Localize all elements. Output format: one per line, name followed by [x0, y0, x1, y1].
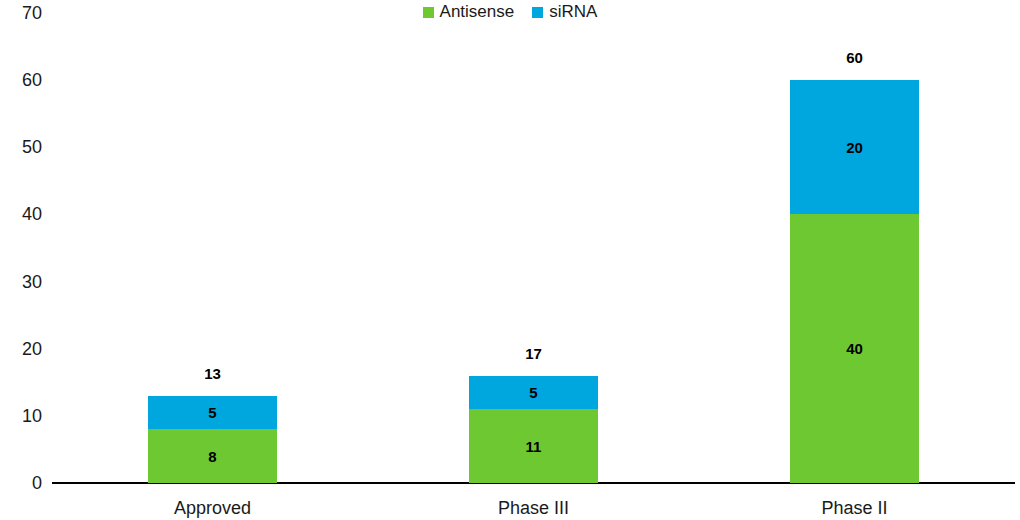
x-axis-category-label: Approved [52, 498, 373, 519]
total-data-label: 17 [469, 346, 598, 362]
y-axis-tick-label: 70 [0, 3, 42, 23]
total-data-label: 13 [148, 366, 277, 382]
y-axis-tick-label: 60 [0, 70, 42, 90]
y-axis-tick-label: 10 [0, 406, 42, 426]
segment-data-label: 5 [529, 384, 537, 401]
stacked-bar-chart: Antisense siRNA 0 10 20 30 40 50 60 70 8 5 13 Appro… [0, 0, 1020, 520]
bar-segment-sirna: 20 [790, 80, 919, 214]
chart-legend: Antisense siRNA [0, 1, 1020, 23]
legend-item-antisense: Antisense [423, 2, 515, 22]
y-axis-tick-label: 40 [0, 204, 42, 224]
bar-segment-antisense: 8 [148, 429, 277, 483]
bar-segment-sirna: 5 [469, 376, 598, 410]
sirna-swatch-icon [532, 7, 543, 18]
x-axis-category-label: Phase II [694, 498, 1015, 519]
segment-data-label: 40 [846, 340, 863, 357]
antisense-swatch-icon [423, 7, 434, 18]
segment-data-label: 8 [208, 448, 216, 465]
segment-data-label: 20 [846, 139, 863, 156]
total-data-label: 60 [790, 50, 919, 66]
bar-segment-antisense: 40 [790, 214, 919, 483]
bar-segment-sirna: 5 [148, 396, 277, 430]
segment-data-label: 11 [526, 438, 542, 455]
legend-label-antisense: Antisense [440, 2, 515, 22]
legend-item-sirna: siRNA [532, 2, 597, 22]
bar-segment-antisense: 11 [469, 409, 598, 483]
y-axis-tick-label: 50 [0, 137, 42, 157]
y-axis-tick-label: 30 [0, 272, 42, 292]
x-axis-category-label: Phase III [373, 498, 694, 519]
y-axis-tick-label: 20 [0, 339, 42, 359]
y-axis-tick-label: 0 [0, 473, 42, 493]
segment-data-label: 5 [208, 404, 216, 421]
legend-label-sirna: siRNA [549, 2, 597, 22]
